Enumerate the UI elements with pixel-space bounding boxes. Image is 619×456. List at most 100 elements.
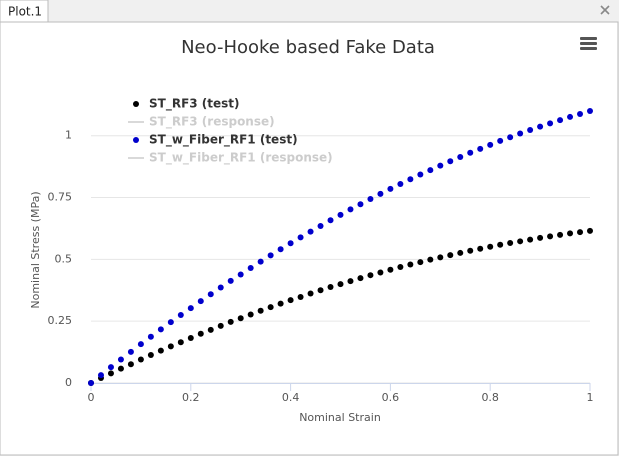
- data-point: [437, 162, 444, 169]
- data-point: [227, 318, 234, 325]
- data-point: [457, 153, 464, 160]
- data-point: [287, 297, 294, 304]
- data-point: [357, 201, 364, 208]
- data-point: [227, 277, 234, 284]
- data-point: [267, 252, 274, 259]
- legend-label[interactable]: ST_RF3 (response): [149, 115, 275, 130]
- legend-item[interactable]: ST_w_Fiber_RF1 (test): [133, 133, 298, 148]
- legend-label[interactable]: ST_w_Fiber_RF1 (response): [149, 151, 333, 166]
- data-point: [437, 254, 444, 261]
- data-point: [207, 291, 214, 298]
- data-point: [527, 127, 534, 134]
- y-axis-label: Nominal Stress (MPa): [29, 191, 42, 308]
- tab-label[interactable]: Plot.1: [8, 5, 42, 19]
- data-point: [157, 326, 164, 333]
- data-point: [347, 206, 354, 213]
- data-point: [307, 228, 314, 235]
- x-tick-label: 0.6: [382, 391, 400, 404]
- data-point: [477, 145, 484, 152]
- data-point: [367, 196, 374, 203]
- data-point: [417, 171, 424, 178]
- data-point: [387, 266, 394, 273]
- data-point: [467, 149, 474, 156]
- data-point: [377, 269, 384, 276]
- x-tick-label: 0.4: [282, 391, 300, 404]
- data-point: [397, 264, 404, 271]
- data-point: [167, 343, 174, 350]
- data-point: [297, 234, 304, 241]
- legend-item[interactable]: ST_RF3 (test): [133, 97, 240, 112]
- data-point: [497, 241, 504, 248]
- tab[interactable]: [0, 0, 49, 23]
- data-point: [277, 246, 284, 253]
- data-point: [117, 365, 124, 372]
- y-tick-label: 1: [65, 129, 72, 142]
- data-point: [107, 364, 114, 371]
- data-point: [187, 334, 194, 341]
- data-point: [197, 330, 204, 337]
- legend-label[interactable]: ST_RF3 (test): [149, 97, 240, 112]
- close-button[interactable]: [600, 5, 610, 15]
- data-point: [237, 315, 244, 322]
- y-tick-label: 0: [65, 376, 72, 389]
- data-point: [537, 123, 544, 130]
- legend-item[interactable]: ST_w_Fiber_RF1 (response): [128, 151, 333, 166]
- data-point: [557, 117, 564, 124]
- y-tick-label: 0.25: [48, 314, 73, 327]
- legend-marker: [133, 137, 139, 143]
- data-point: [567, 113, 574, 120]
- data-point: [247, 265, 254, 272]
- data-point: [177, 339, 184, 346]
- data-point: [517, 130, 524, 137]
- data-point: [287, 240, 294, 247]
- data-point: [327, 217, 334, 224]
- data-point: [127, 348, 134, 355]
- x-tick-label: 0: [88, 391, 95, 404]
- data-point: [137, 341, 144, 348]
- y-tick-label: 0.75: [48, 191, 73, 204]
- data-point: [147, 333, 154, 340]
- data-point: [217, 284, 224, 291]
- data-point: [177, 312, 184, 318]
- x-axis-label: Nominal Strain: [299, 411, 381, 424]
- data-point: [467, 247, 474, 254]
- data-point: [107, 370, 114, 377]
- data-point: [457, 249, 464, 256]
- data-point: [487, 243, 494, 250]
- legend-label[interactable]: ST_w_Fiber_RF1 (test): [149, 133, 298, 148]
- data-point: [147, 352, 154, 359]
- data-point: [127, 361, 134, 368]
- data-point: [547, 233, 554, 240]
- data-point: [367, 272, 374, 279]
- data-point: [197, 298, 204, 305]
- data-point: [517, 238, 524, 245]
- legend-item[interactable]: ST_RF3 (response): [128, 115, 275, 130]
- data-point: [317, 287, 324, 294]
- data-point: [557, 231, 564, 238]
- data-point: [257, 258, 264, 265]
- menu-button[interactable]: [580, 37, 597, 50]
- data-point: [587, 227, 593, 234]
- data-point: [237, 271, 244, 278]
- data-point: [507, 240, 514, 247]
- data-point: [307, 290, 314, 297]
- data-point: [337, 281, 344, 288]
- data-point: [267, 304, 274, 311]
- data-point: [537, 234, 544, 241]
- data-point: [577, 229, 584, 236]
- data-point: [427, 167, 434, 174]
- data-point: [247, 311, 254, 318]
- data-point: [327, 284, 334, 291]
- data-point: [257, 307, 264, 314]
- data-point: [447, 252, 454, 259]
- data-point: [507, 134, 514, 141]
- data-point: [167, 319, 174, 326]
- data-point: [547, 120, 554, 127]
- data-point: [427, 256, 434, 263]
- chart-title: Neo-Hooke based Fake Data: [181, 37, 435, 58]
- x-tick-label: 0.2: [182, 391, 200, 404]
- data-point: [297, 293, 304, 300]
- data-point: [477, 245, 484, 252]
